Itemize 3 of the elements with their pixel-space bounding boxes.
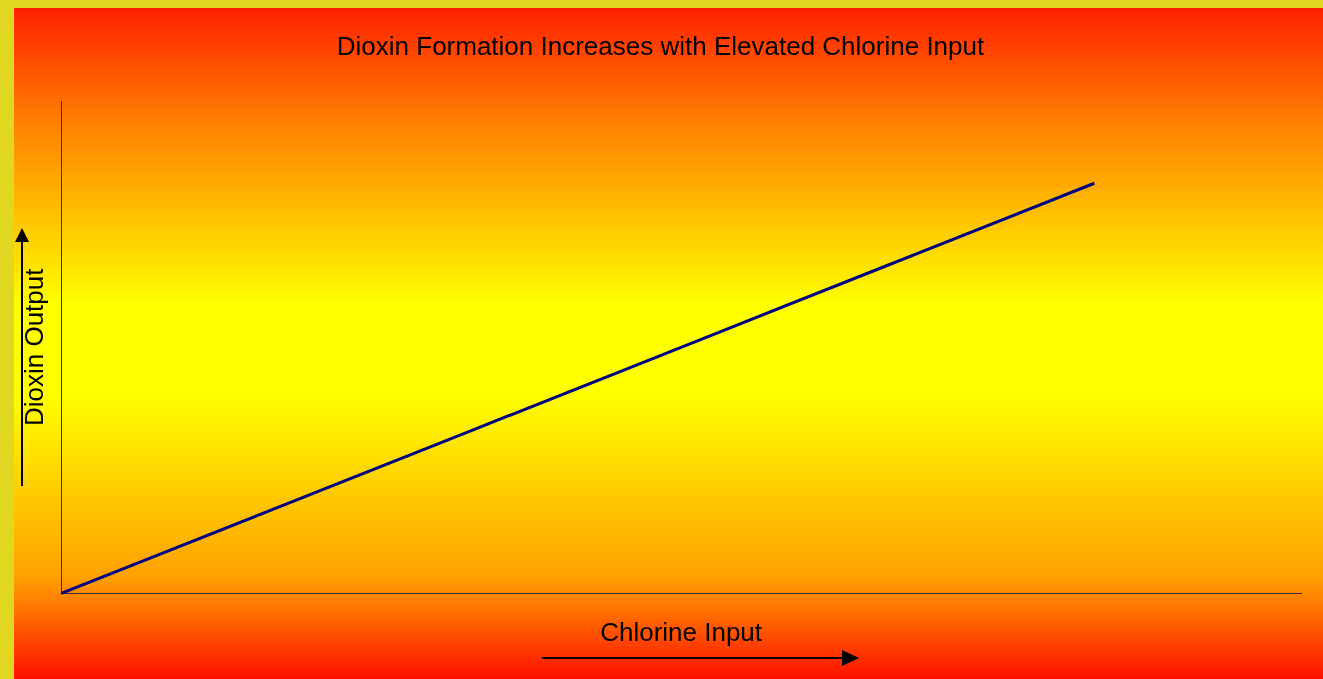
y-axis-title: Dioxin Output [18,267,49,427]
x-axis-title: Chlorine Input [600,616,763,647]
chart-title: Dioxin Formation Increases with Elevated Chlorine Input [336,30,985,61]
